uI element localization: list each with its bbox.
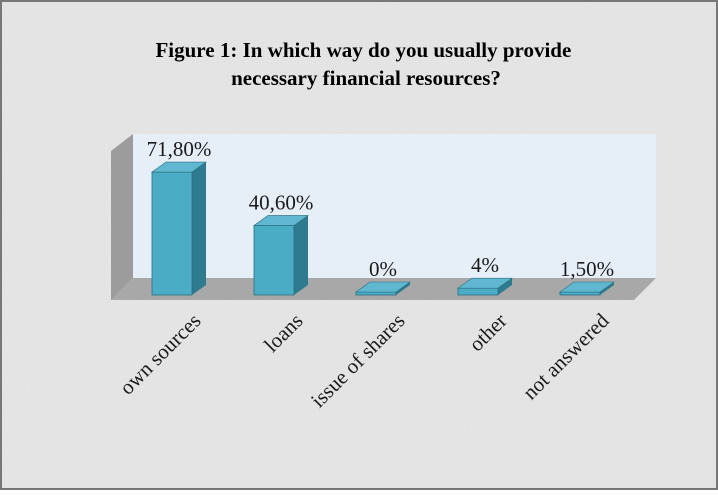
bar-other — [457, 277, 513, 296]
bar-loans-front — [253, 225, 295, 296]
bar-own-sources-top — [151, 161, 207, 173]
data-labels: 71,80% 40,60% 0% 4% 1,50% — [147, 137, 615, 281]
chart-title-line-1: Figure 1: In which way do you usually pr… — [155, 38, 571, 62]
data-label-issue-of-shares: 0% — [369, 257, 397, 281]
bar-loans — [253, 215, 309, 296]
bar-other-front — [457, 287, 499, 296]
data-label-not-answered: 1,50% — [560, 257, 614, 281]
bars — [151, 161, 615, 296]
data-label-other: 4% — [471, 253, 499, 277]
chart-title: Figure 1: In which way do you usually pr… — [155, 38, 576, 90]
bar-issue-of-shares — [355, 281, 411, 296]
bar-own-sources — [151, 161, 207, 296]
bar-loans-side — [294, 215, 308, 295]
bar-issue-of-shares-front — [355, 291, 397, 296]
bar-issue-of-shares-side — [396, 282, 410, 295]
bar-other-side — [498, 278, 512, 295]
bar-other-top — [457, 277, 513, 289]
chart-side-wall — [111, 134, 133, 300]
data-label-loans: 40,60% — [249, 190, 314, 214]
bar-loans-top — [253, 215, 309, 226]
bar-not-answered-side — [600, 282, 614, 295]
bar-issue-of-shares-top — [355, 281, 411, 293]
bar-not-answered-front — [559, 291, 601, 296]
bar-not-answered — [559, 281, 615, 296]
bar-own-sources-front — [151, 171, 193, 296]
bar-own-sources-side — [192, 162, 206, 295]
data-label-own-sources: 71,80% — [147, 137, 212, 161]
chart-title-line-2: necessary financial resources? — [231, 66, 501, 90]
bar-not-answered-top — [559, 281, 615, 293]
